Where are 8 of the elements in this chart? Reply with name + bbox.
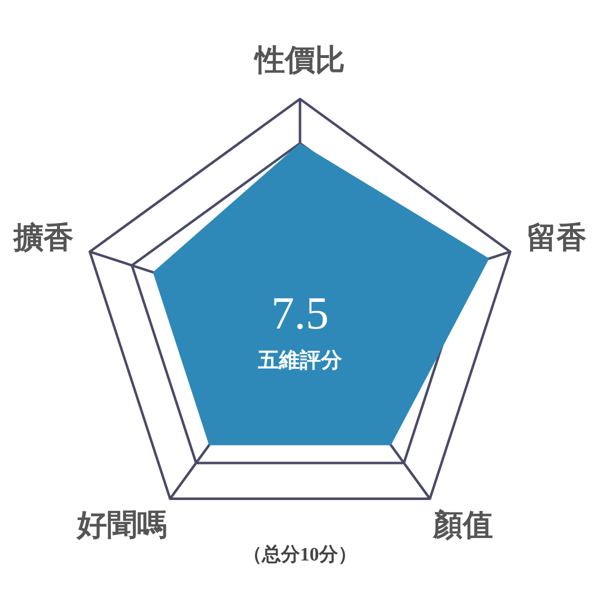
spoke-label: 留香 xyxy=(526,221,586,254)
text: 7.5 xyxy=(271,288,329,339)
text: 五維評分 xyxy=(257,348,343,372)
spoke-label: 擴香 xyxy=(12,221,74,254)
spoke-label: 顏值 xyxy=(432,508,494,542)
text: （总分10分） xyxy=(243,543,357,566)
spoke-label: 性價比 xyxy=(253,44,345,77)
spoke-label: 好聞嗎 xyxy=(76,508,167,542)
